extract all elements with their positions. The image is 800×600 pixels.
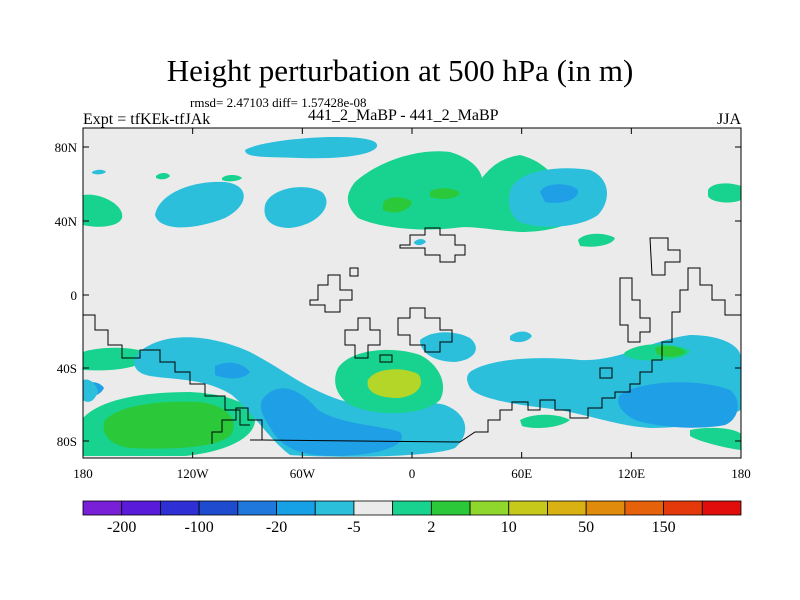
- colorbar-label: -5: [347, 519, 360, 536]
- colorbar-swatch: [314, 500, 355, 516]
- contour-green-region: [222, 175, 242, 182]
- contour-green-region: [83, 194, 123, 227]
- coastline: [261, 267, 741, 443]
- contour-cyan-region: [83, 379, 98, 402]
- contour-green-region: [708, 183, 741, 203]
- contour-cyan-region: [245, 136, 378, 159]
- longitude-axis: 180 120W 60W 0 60E 120E 180: [73, 128, 751, 481]
- plot-title: Height perturbation at 500 hPa (in m): [166, 53, 634, 88]
- colorbar-swatch: [82, 500, 123, 516]
- colorbar: -200 -100 -20 -5 2 10 50 150: [82, 500, 742, 536]
- coastline: [83, 314, 250, 426]
- coastline: [399, 227, 466, 263]
- coastlines: [83, 227, 741, 444]
- lat-tick-label: 40N: [55, 214, 78, 229]
- lat-tick-label: 0: [71, 288, 78, 303]
- experiment-label: Expt = tfKEk-tfJAk: [83, 111, 211, 128]
- contour-blue-region: [540, 184, 579, 203]
- coastline: [379, 354, 393, 363]
- case-label: 441_2_MaBP - 441_2_MaBP: [308, 107, 499, 124]
- colorbar-swatch: [198, 500, 239, 516]
- lon-tick-label: 60W: [290, 466, 316, 481]
- colorbar-swatch: [392, 500, 432, 516]
- colorbar-swatch: [430, 500, 471, 516]
- contour-green-region: [156, 173, 170, 180]
- colorbar-swatch: [624, 500, 664, 516]
- contour-lime-region: [655, 345, 686, 357]
- contour-cyan-region: [420, 332, 476, 362]
- contour-blue-region: [660, 395, 708, 412]
- colorbar-label: -100: [184, 519, 213, 536]
- colorbar-swatch: [237, 500, 277, 516]
- contour-cyan-region: [92, 169, 106, 175]
- lon-tick-label: 60E: [511, 466, 532, 481]
- colorbar-label: -200: [107, 519, 136, 536]
- lon-tick-label: 120E: [618, 466, 646, 481]
- colorbar-swatch: [160, 500, 200, 516]
- rmsd-diff-stats: rmsd= 2.47103 diff= 1.57428e-08: [190, 95, 367, 110]
- contour-cyan-region: [414, 239, 426, 246]
- lon-tick-label: 180: [73, 466, 93, 481]
- contour-green-region: [690, 427, 741, 450]
- colorbar-swatch: [547, 500, 587, 516]
- contour-green-region: [578, 233, 615, 247]
- coastline: [344, 317, 381, 359]
- lon-tick-label: 180: [731, 466, 751, 481]
- contour-field: [83, 128, 741, 458]
- coastline: [397, 307, 453, 353]
- contour-lime-region: [383, 197, 412, 213]
- colorbar-swatch: [121, 500, 161, 516]
- contour-cyan-region: [155, 181, 244, 228]
- coastline: [649, 237, 681, 276]
- contour-lime-region: [103, 401, 234, 449]
- coastline: [211, 407, 263, 444]
- colorbar-label: 150: [652, 519, 676, 536]
- colorbar-label: 2: [427, 519, 435, 536]
- colorbar-label: 50: [578, 519, 594, 536]
- colorbar-label: 10: [501, 519, 517, 536]
- coastline: [599, 367, 613, 379]
- contour-green-region: [83, 347, 150, 371]
- lat-tick-label: 40S: [57, 361, 77, 376]
- contour-blue-region: [215, 362, 250, 379]
- contour-yellowgreen-region: [367, 369, 422, 398]
- lat-tick-label: 80N: [55, 140, 78, 155]
- contour-blue-region: [260, 388, 402, 456]
- coastline: [349, 267, 359, 277]
- contour-green-region: [520, 414, 570, 428]
- colorbar-swatch: [663, 500, 703, 516]
- lat-tick-label: 80S: [57, 434, 77, 449]
- contour-cyan-region: [264, 187, 327, 228]
- coastline: [619, 277, 651, 343]
- colorbar-swatch: [469, 500, 510, 516]
- colorbar-swatch: [701, 500, 742, 516]
- colorbar-swatch: [508, 500, 548, 516]
- latitude-axis: 80N 40N 0 40S 80S: [55, 140, 741, 449]
- season-label: JJA: [716, 111, 741, 128]
- lon-tick-label: 0: [409, 466, 416, 481]
- coastline: [309, 274, 353, 313]
- contour-lime-region: [430, 188, 460, 199]
- lon-tick-label: 120W: [177, 466, 210, 481]
- colorbar-swatch: [585, 500, 626, 516]
- colorbar-swatch: [353, 500, 394, 516]
- contour-cyan-region: [510, 331, 532, 343]
- colorbar-label: -20: [266, 519, 287, 536]
- colorbar-swatch: [276, 500, 316, 516]
